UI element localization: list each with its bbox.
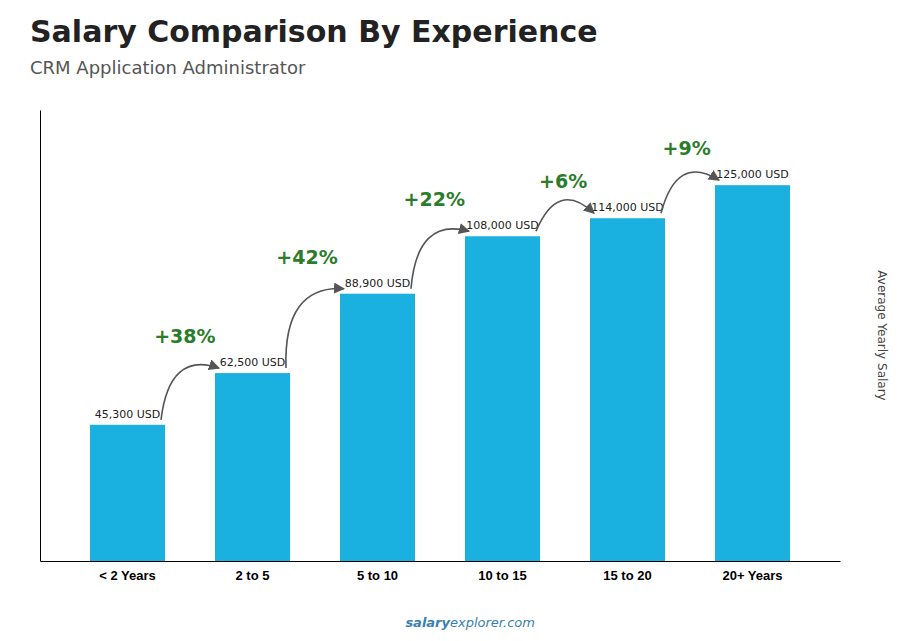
change-label: +22% bbox=[404, 188, 465, 210]
change-label: +6% bbox=[539, 170, 587, 192]
data-labels: 45,300 USD 62,500 USD 88,900 USD 108,000 US… bbox=[95, 168, 789, 421]
data-label: 62,500 USD bbox=[220, 356, 286, 369]
bar bbox=[340, 294, 415, 561]
bar bbox=[90, 425, 165, 561]
x-tick: 2 to 5 bbox=[236, 561, 270, 583]
x-tick: < 2 Years bbox=[99, 561, 156, 583]
chart: Salary Comparison By Experience CRM Appli… bbox=[0, 0, 900, 641]
data-label: 125,000 USD bbox=[716, 168, 789, 181]
change-labels: +38% +42% +22% +6% +9% bbox=[154, 137, 711, 347]
x-tick-label: 5 to 10 bbox=[357, 568, 398, 583]
x-axis: < 2 Years 2 to 5 5 to 10 10 to 15 15 to 20 20… bbox=[41, 561, 841, 583]
change-arrow bbox=[661, 172, 719, 213]
x-tick-label: 20+ Years bbox=[722, 568, 782, 583]
x-tick: 5 to 10 bbox=[357, 561, 398, 583]
x-tick-label: 15 to 20 bbox=[603, 568, 651, 583]
bars bbox=[90, 185, 790, 561]
x-tick-label: 2 to 5 bbox=[236, 568, 270, 583]
y-axis-title: Average Yearly Salary bbox=[875, 270, 889, 400]
x-tick-label: < 2 Years bbox=[99, 568, 156, 583]
change-arrows bbox=[161, 172, 719, 420]
data-label: 114,000 USD bbox=[591, 201, 664, 214]
plot: < 2 Years 2 to 5 5 to 10 10 to 15 15 to 20 20… bbox=[41, 111, 841, 584]
change-arrow bbox=[536, 200, 594, 232]
watermark: salary bbox=[405, 615, 450, 630]
change-arrow bbox=[161, 365, 219, 420]
data-label: 88,900 USD bbox=[345, 277, 411, 290]
x-tick: 20+ Years bbox=[722, 561, 782, 583]
watermark: explorer.com bbox=[450, 615, 535, 630]
bar bbox=[590, 218, 665, 561]
change-label: +42% bbox=[276, 246, 337, 268]
bar bbox=[465, 236, 540, 561]
change-arrow bbox=[286, 289, 344, 369]
subtitle: CRM Application Administrator bbox=[30, 57, 306, 78]
x-tick: 15 to 20 bbox=[603, 561, 651, 583]
data-label: 45,300 USD bbox=[95, 408, 161, 421]
bar bbox=[715, 185, 790, 561]
bar bbox=[215, 373, 290, 561]
change-arrow bbox=[411, 229, 469, 289]
change-label: +9% bbox=[663, 137, 711, 159]
data-label: 108,000 USD bbox=[466, 219, 539, 232]
y-axis-line bbox=[40, 111, 41, 562]
title: Salary Comparison By Experience bbox=[30, 14, 598, 49]
y-axis bbox=[40, 111, 41, 562]
x-tick: 10 to 15 bbox=[478, 561, 526, 583]
change-label: +38% bbox=[154, 325, 215, 347]
x-axis-line bbox=[41, 561, 841, 562]
x-tick-label: 10 to 15 bbox=[478, 568, 526, 583]
